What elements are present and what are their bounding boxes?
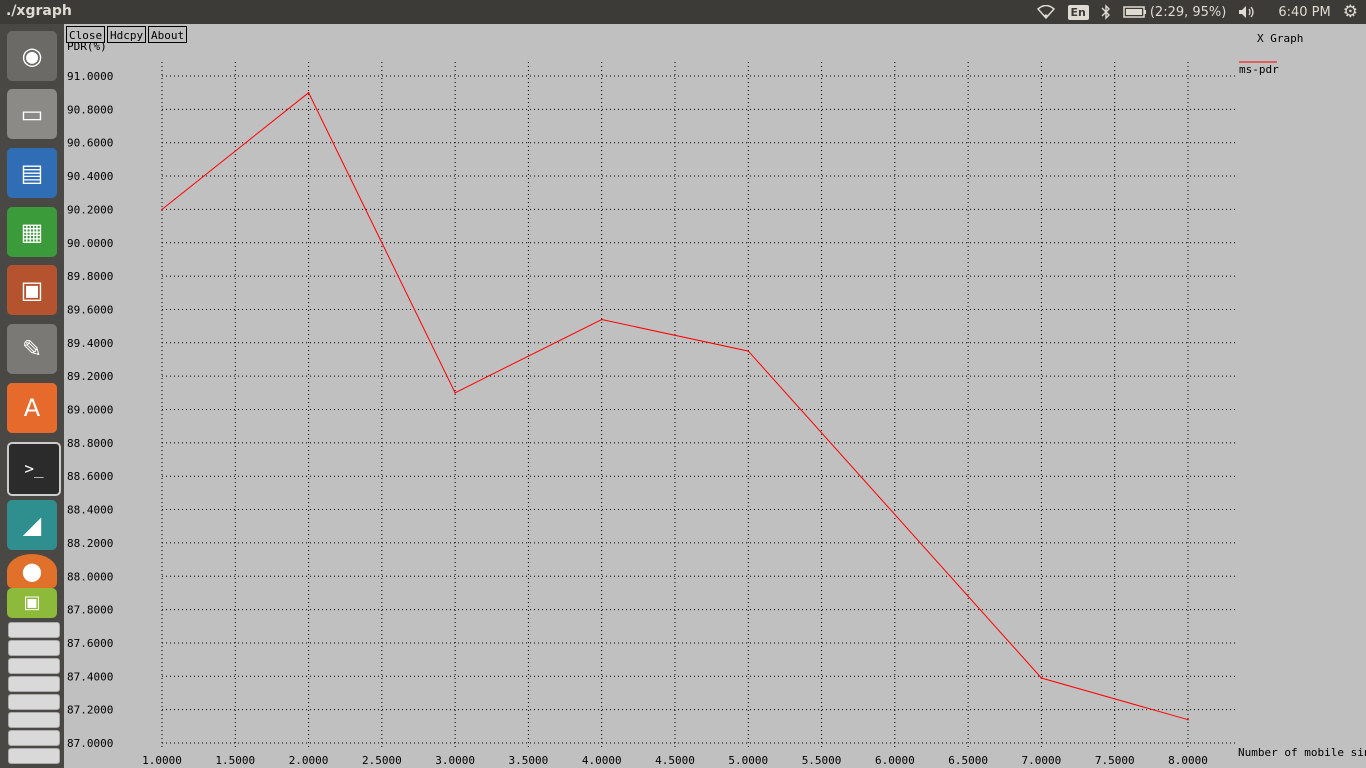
stacked-launcher-item[interactable] [8, 658, 60, 674]
y-tick-label: 87.8000 [67, 604, 113, 617]
x-tick-label: 6.0000 [875, 754, 915, 767]
x-tick-label: 4.0000 [582, 754, 622, 767]
x-tick-label: 3.5000 [509, 754, 549, 767]
x-tick-label: 6.5000 [948, 754, 988, 767]
system-tray: En (2:29, 95%) 6:40 PM ⚙ [1036, 0, 1358, 24]
keyboard-layout-indicator[interactable]: En [1067, 4, 1089, 20]
stacked-launcher-item[interactable] [8, 748, 60, 764]
top-panel: ./xgraph En (2:29, 95%) 6:40 PM ⚙ [0, 0, 1366, 24]
xgraph-window: Close Hdcpy About 87.0000 87.2000 87.4000 8… [64, 24, 1366, 768]
writer-icon[interactable]: ▤ [7, 148, 57, 198]
y-tick-label: 87.2000 [67, 704, 113, 717]
y-tick-label: 89.0000 [67, 404, 113, 417]
file-manager-icon[interactable]: ▭ [7, 89, 57, 139]
launcher: ◉ ▭ ▤ ▦ ▣ ✎ A >_ ◢ ● ▣ [0, 24, 64, 768]
data-point [161, 208, 163, 211]
x-tick-label: 2.5000 [362, 754, 402, 767]
graph-title: X Graph [1257, 32, 1303, 45]
dash-home-icon[interactable]: ◉ [7, 31, 57, 81]
stacked-launcher-item[interactable] [8, 694, 60, 710]
y-tick-label: 89.6000 [67, 303, 113, 316]
y-tick-label: 89.8000 [67, 270, 113, 283]
y-tick-label: 88.4000 [67, 504, 113, 517]
drawing-app-icon[interactable]: ◢ [7, 500, 57, 550]
y-tick-label: 87.4000 [67, 670, 113, 683]
window-title: ./xgraph [6, 3, 72, 19]
x-tick-label: 5.0000 [728, 754, 768, 767]
y-axis-label: PDR(%) [67, 40, 107, 53]
stacked-launcher-item[interactable] [8, 640, 60, 656]
firefox-icon[interactable]: ● [7, 554, 57, 588]
calc-icon[interactable]: ▦ [7, 207, 57, 257]
battery-text: (2:29, 95%) [1149, 4, 1227, 20]
gear-icon[interactable]: ⚙ [1342, 2, 1358, 22]
stacked-launcher-item[interactable] [8, 730, 60, 746]
x-tick-label: 4.5000 [655, 754, 695, 767]
data-point [1040, 677, 1043, 679]
data-point [747, 350, 750, 352]
stacked-launcher-item[interactable] [8, 712, 60, 728]
y-tick-label: 88.6000 [67, 470, 113, 483]
y-tick-label: 88.0000 [67, 570, 113, 583]
stacked-launcher-item[interactable] [8, 622, 60, 638]
workspace-stack-icon[interactable]: ▣ [7, 588, 57, 618]
battery-icon [1123, 6, 1146, 18]
x-tick-label: 8.0000 [1168, 754, 1208, 767]
x-tick-label: 5.5000 [802, 754, 842, 767]
legend-label: ms-pdr [1239, 63, 1279, 76]
data-point [600, 318, 603, 321]
y-tick-label: 90.6000 [67, 137, 113, 150]
data-point [1187, 718, 1189, 721]
wifi-icon[interactable] [1036, 5, 1056, 19]
x-tick-label: 7.0000 [1022, 754, 1062, 767]
x-tick-label: 3.0000 [435, 754, 475, 767]
y-tick-label: 87.0000 [67, 737, 113, 750]
software-center-icon[interactable]: A [7, 383, 57, 433]
bluetooth-icon[interactable] [1101, 4, 1111, 20]
x-tick-label: 1.0000 [142, 754, 182, 767]
y-tick-label: 90.2000 [67, 203, 113, 216]
impress-icon[interactable]: ▣ [7, 265, 57, 315]
volume-icon[interactable] [1238, 5, 1256, 19]
hdcpy-button[interactable]: Hdcpy [107, 26, 147, 43]
stacked-launcher-item[interactable] [8, 676, 60, 692]
x-tick-label: 7.5000 [1095, 754, 1135, 767]
data-point [454, 392, 456, 394]
line-chart: 87.0000 87.2000 87.4000 87.6000 87.8000 88.00… [67, 32, 1366, 767]
y-tick-label: 90.8000 [67, 103, 113, 116]
x-tick-label: 2.0000 [289, 754, 329, 767]
x-tick-label: 1.5000 [215, 754, 255, 767]
y-tick-label: 88.2000 [67, 537, 113, 550]
y-tick-label: 89.4000 [67, 337, 113, 350]
close-button[interactable]: Close [66, 26, 106, 43]
y-tick-label: 87.6000 [67, 637, 113, 650]
clock[interactable]: 6:40 PM [1278, 4, 1331, 20]
terminal-icon[interactable]: >_ [7, 442, 61, 496]
y-tick-label: 89.2000 [67, 370, 113, 383]
x-axis-label: Number of mobile sink [1238, 746, 1366, 759]
y-tick-label: 90.0000 [67, 237, 113, 250]
y-tick-label: 91.0000 [67, 70, 113, 83]
y-tick-label: 88.8000 [67, 437, 113, 450]
y-tick-label: 90.4000 [67, 170, 113, 183]
data-point [307, 91, 310, 94]
about-button[interactable]: About [148, 26, 188, 43]
battery-indicator[interactable]: (2:29, 95%) [1123, 4, 1227, 20]
system-settings-icon[interactable]: ✎ [7, 324, 57, 374]
